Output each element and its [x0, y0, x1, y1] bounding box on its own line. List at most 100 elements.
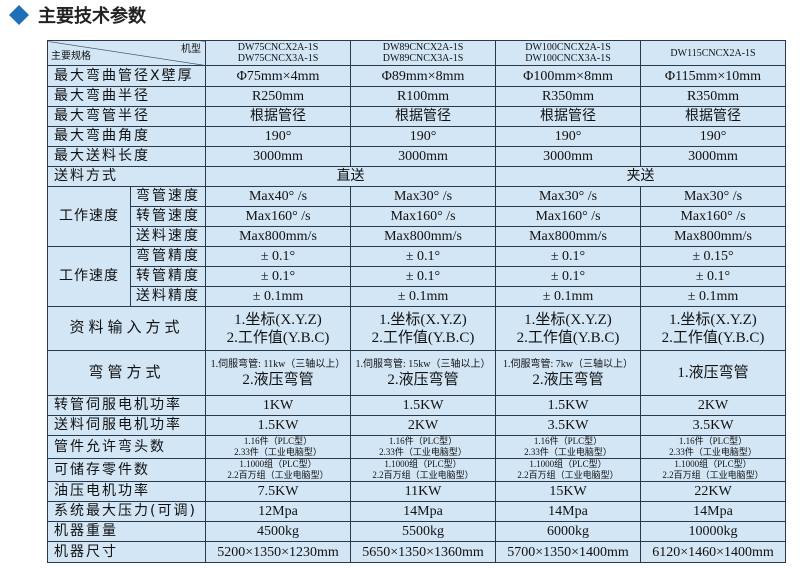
value-cell: ± 0.15° [640, 246, 786, 267]
row-label: 最大弯管半径 [47, 106, 206, 127]
value-cell: Max160° /s [205, 206, 351, 227]
row-label: 管件允许弯头数 [47, 435, 206, 459]
value-cell: 7.5KW [205, 481, 351, 502]
sub-label: 弯管精度 [130, 246, 206, 267]
value-cell: R350mm [495, 86, 641, 107]
value-cell: Max30° /s [640, 186, 786, 207]
value-cell: ± 0.1° [640, 266, 786, 287]
value-cell: Φ115mm×10mm [640, 65, 786, 87]
value-cell: Max160° /s [350, 206, 496, 227]
value-cell: 5200×1350×1230mm [205, 541, 351, 563]
value-cell: 4500kg [205, 521, 351, 542]
page-title: 主要技术参数 [38, 6, 146, 27]
value-cell: 1.伺服弯管: 11kw（三轴以上） 2.液压弯管 [205, 350, 351, 396]
value-cell: ± 0.1mm [350, 286, 496, 307]
value-cell: R350mm [640, 86, 786, 107]
row-label: 最大送料长度 [47, 146, 206, 167]
value-cell: Max800mm/s [640, 226, 786, 247]
sub-label: 转管速度 [130, 206, 206, 227]
value-cell: ± 0.1mm [205, 286, 351, 307]
value-cell: 1.16件（PLC型） 2.33件（工业电脑型） [205, 435, 351, 459]
value-cell: 1.1000组（PLC型） 2.2百万组（工业电脑型） [350, 458, 496, 482]
value-line: 1.坐标(X.Y.Z) [524, 311, 612, 328]
value-line: 1.16件（PLC型） [243, 436, 313, 447]
value-cell: 1.5KW [495, 395, 641, 416]
row-label: 送料方式 [47, 166, 206, 187]
value-cell: 3.5KW [495, 415, 641, 436]
value-cell: 1KW [205, 395, 351, 416]
value-cell: 1.坐标(X.Y.Z) 2.工作值(Y.B.C) [640, 306, 786, 351]
value-cell: Φ100mm×8mm [495, 65, 641, 87]
value-cell: 2KW [640, 395, 786, 416]
value-cell: Max30° /s [350, 186, 496, 207]
table-row: 机器尺寸 5200×1350×1230mm 5650×1350×1360mm 5700… [47, 541, 786, 563]
value-cell: Max160° /s [640, 206, 786, 227]
value-cell: 1.坐标(X.Y.Z) 2.工作值(Y.B.C) [495, 306, 641, 351]
table-row: 机器重量 4500kg 5500kg 6000kg 10000kg [47, 521, 786, 542]
table-row: 转管精度 ± 0.1° ± 0.1° ± 0.1° ± 0.1° [48, 266, 786, 287]
value-cell: Max160° /s [495, 206, 641, 227]
sub-label: 送料速度 [130, 226, 206, 247]
row-label: 油压电机功率 [47, 481, 206, 502]
model-header: DW89CNCX2A-1S DW89CNCX3A-1S [350, 40, 496, 66]
value-line: 1.坐标(X.Y.Z) [669, 311, 757, 328]
table-row: 弯管方式 1.伺服弯管: 11kw（三轴以上） 2.液压弯管 1.伺服弯管: 15kw… [47, 350, 786, 396]
value-line: 1.1000组（PLC型） [239, 459, 317, 470]
value-line: 1.16件（PLC型） [533, 436, 603, 447]
value-cell: 3000mm [205, 146, 351, 167]
row-label: 转管伺服电机功率 [47, 395, 206, 416]
table-row: 工作速度 弯管精度 ± 0.1° ± 0.1° ± 0.1° ± 0.15° [47, 246, 786, 307]
model-name: DW89CNCX2A-1S [382, 42, 464, 53]
value-cell: 直送 [205, 166, 496, 187]
value-cell: Max40° /s [205, 186, 351, 207]
value-cell: 5500kg [350, 521, 496, 542]
value-line: 2.2百万组（工业电脑型） [517, 470, 619, 480]
row-label: 最大弯曲半径 [47, 86, 206, 107]
value-line: 1.1000组（PLC型） [674, 459, 752, 470]
value-cell: 190° [495, 126, 641, 147]
table-row: 油压电机功率 7.5KW 11KW 15KW 22KW [47, 481, 786, 502]
table-row: 最大弯曲半径 R250mm R100mm R350mm R350mm [47, 86, 786, 107]
value-cell: 根据管径 [205, 106, 351, 127]
row-label: 机器重量 [47, 521, 206, 542]
value-cell: Max800mm/s [205, 226, 351, 247]
model-header: DW75CNCX2A-1S DW75CNCX3A-1S [205, 40, 351, 66]
sub-label: 弯管速度 [130, 186, 206, 207]
row-label: 弯管方式 [47, 350, 206, 396]
value-cell: Max800mm/s [495, 226, 641, 247]
value-cell: ± 0.1° [495, 246, 641, 267]
model-name: DW115CNCX2A-1S [670, 47, 756, 59]
value-cell: 15KW [495, 481, 641, 502]
value-cell: 3000mm [640, 146, 786, 167]
value-cell: 14Mpa [640, 501, 786, 522]
value-cell: 5700×1350×1400mm [495, 541, 641, 563]
value-line: 1.坐标(X.Y.Z) [379, 311, 467, 328]
value-cell: Max30° /s [495, 186, 641, 207]
title-icon [9, 5, 29, 25]
group-label: 工作速度 [47, 186, 131, 247]
corner-cell: 主要规格 机型 [47, 40, 206, 66]
value-cell: 根据管径 [640, 106, 786, 127]
value-line: 2.液压弯管 [532, 371, 604, 388]
value-cell: 1.16件（PLC型） 2.33件（工业电脑型） [640, 435, 786, 459]
value-line: 2.33件（工业电脑型） [379, 447, 467, 457]
value-line: 2.工作值(Y.B.C) [371, 329, 475, 346]
table-row: 最大送料长度 3000mm 3000mm 3000mm 3000mm [47, 146, 786, 167]
value-cell: 190° [640, 126, 786, 147]
value-cell: 10000kg [640, 521, 786, 542]
value-line: 1.1000组（PLC型） [384, 459, 462, 470]
value-cell: ± 0.1mm [640, 286, 786, 307]
value-cell: 1.16件（PLC型） 2.33件（工业电脑型） [495, 435, 641, 459]
value-cell: 12Mpa [205, 501, 351, 522]
value-cell: 1.坐标(X.Y.Z) 2.工作值(Y.B.C) [350, 306, 496, 351]
row-label: 最大弯曲角度 [47, 126, 206, 147]
value-cell: R250mm [205, 86, 351, 107]
value-line: 1.伺服弯管: 15kw（三轴以上） [355, 358, 491, 370]
table-row: 转管速度 Max160° /s Max160° /s Max160° /s Max160… [48, 206, 786, 227]
row-label: 送料伺服电机功率 [47, 415, 206, 436]
value-cell: 14Mpa [350, 501, 496, 522]
table-row: 管件允许弯头数 1.16件（PLC型） 2.33件（工业电脑型） 1.16件（PLC型… [47, 435, 786, 459]
table-row: 送料方式 直送 夹送 [47, 166, 786, 187]
value-cell: ± 0.1° [205, 266, 351, 287]
